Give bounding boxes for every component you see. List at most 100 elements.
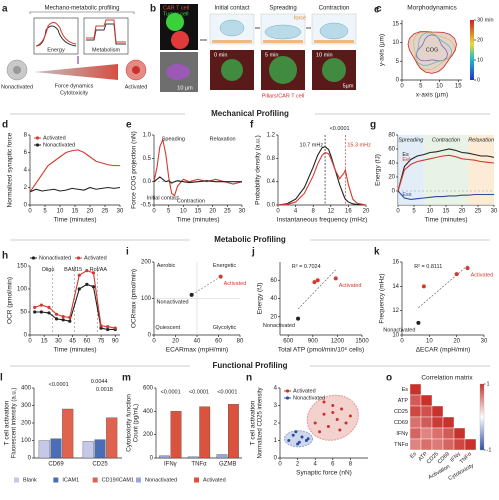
- column-label: ATP: [417, 451, 429, 463]
- series-marker: [33, 310, 37, 314]
- colorbar-label: 0: [477, 77, 480, 83]
- series-marker: [113, 326, 117, 330]
- column-label: CD69: [437, 451, 451, 465]
- series-line: [153, 137, 243, 197]
- heatmap-cell: [409, 427, 422, 440]
- scatter-point: [297, 440, 301, 444]
- annotation: Glycolytic: [213, 325, 237, 331]
- y-tick-label: 4: [24, 168, 28, 174]
- cluster-outline: [306, 394, 359, 441]
- panel-letter: m: [122, 373, 131, 384]
- series-line: [277, 146, 367, 206]
- x-tick-label: 0: [278, 462, 282, 468]
- series-marker: [106, 327, 110, 332]
- x-axis-label: Time (minutes): [53, 217, 96, 224]
- y-tick-label: 8: [24, 133, 28, 139]
- scatter-point: [331, 411, 335, 414]
- x-tick-label: 2: [296, 462, 300, 468]
- y-tick-label: 0: [24, 333, 28, 339]
- diagram-title: Mechano-metabolic profiling: [44, 6, 119, 12]
- point-label: Activated: [471, 273, 494, 279]
- y-tick-label: 0.8: [267, 156, 276, 162]
- reference-label: 10.7 mHz: [300, 142, 324, 148]
- series-marker: [77, 287, 81, 291]
- y-tick-label: 400: [21, 386, 32, 392]
- diagram-label: Nonactivated: [1, 84, 33, 90]
- bar: [82, 441, 94, 459]
- bar: [50, 438, 62, 459]
- point-label: Activated: [224, 281, 247, 287]
- x-tick-label: 1200: [331, 339, 345, 345]
- row-label: CD69: [394, 420, 408, 426]
- legend-label: Nonactivated: [43, 142, 75, 148]
- bar: [106, 417, 118, 459]
- heatmap-cell: [409, 405, 422, 418]
- panel-letter: c: [376, 4, 382, 15]
- y-axis-label: Cytotoxicity function: [126, 394, 133, 452]
- fit-line: [297, 269, 336, 310]
- scatter-point: [318, 430, 322, 434]
- legend-swatch: [53, 477, 59, 483]
- heatmap-cell: [464, 438, 477, 451]
- x-tick-label: 80: [237, 339, 244, 345]
- heatmap-cell: [420, 394, 433, 407]
- y-tick-label: 3: [274, 403, 278, 409]
- stage-spreading: Spreading force 5 min: [260, 6, 306, 90]
- bar: [187, 456, 199, 459]
- heatmap-cell: [431, 438, 444, 451]
- scatter-point: [189, 292, 194, 297]
- y-tick-label: 600: [143, 386, 154, 392]
- annotation: <0.0001: [217, 390, 237, 396]
- x-tick-label: 75: [98, 339, 105, 345]
- series-marker: [68, 315, 72, 320]
- x-tick-label: 8: [349, 462, 353, 468]
- series-line: [397, 154, 495, 192]
- x-tick-label: 0: [400, 339, 404, 345]
- annotation: Rot/AA: [90, 267, 108, 273]
- annotation: Relaxation: [210, 137, 236, 143]
- y-tick-label: 6: [24, 150, 28, 156]
- x-tick-label: 30: [117, 209, 124, 215]
- heatmap-cell: [431, 405, 444, 418]
- y-tick-label: 0: [392, 189, 396, 195]
- x-tick-label: 90: [112, 339, 119, 345]
- y-tick-label: 100: [141, 296, 152, 302]
- section-title: Metabolic Profiling: [214, 235, 286, 244]
- annotation: R² = 0.7024: [292, 264, 321, 270]
- section-title: Mechanical Profiling: [211, 109, 289, 118]
- x-tick-label: 10: [436, 84, 443, 90]
- scale-label: 10 µm: [177, 85, 193, 91]
- scatter-point: [300, 435, 304, 439]
- y-tick-label: 400: [143, 409, 154, 415]
- connector: [191, 276, 221, 296]
- x-tick-label: 60: [215, 339, 222, 345]
- annotation: 0.0044: [91, 379, 108, 385]
- legend-swatch: [194, 477, 199, 483]
- y-tick-label: 40: [388, 161, 395, 167]
- series-marker: [91, 285, 96, 289]
- point-label: Nonactivated: [157, 299, 189, 305]
- bar: [170, 411, 182, 459]
- series-marker: [106, 325, 110, 329]
- x-tick-label: 20: [172, 339, 179, 345]
- y-tick-label: 0: [28, 456, 32, 462]
- phase-band: [468, 135, 494, 205]
- series-marker: [85, 282, 89, 286]
- legend-marker: [35, 136, 40, 140]
- colorbar: [479, 383, 485, 451]
- row-label: IFNγ: [396, 431, 408, 437]
- stage-contraction: Contraction 10 min 5µm: [311, 6, 357, 90]
- annotation: <0.0001: [49, 382, 69, 388]
- legend-marker: [285, 396, 290, 400]
- series-marker: [47, 311, 51, 315]
- legend-swatch: [136, 477, 141, 483]
- scatter-point: [348, 414, 352, 418]
- legend-marker: [35, 143, 40, 147]
- y-tick-label: 0: [24, 203, 28, 209]
- series-marker: [68, 319, 72, 323]
- y-axis-label: OCR (pmol/min): [7, 277, 14, 324]
- series-marker: [61, 318, 65, 322]
- y-axis-label: Energy (fJ): [375, 154, 382, 186]
- stage-initial: Initial contact 0 min: [209, 6, 255, 90]
- heatmap-cell: [453, 438, 466, 451]
